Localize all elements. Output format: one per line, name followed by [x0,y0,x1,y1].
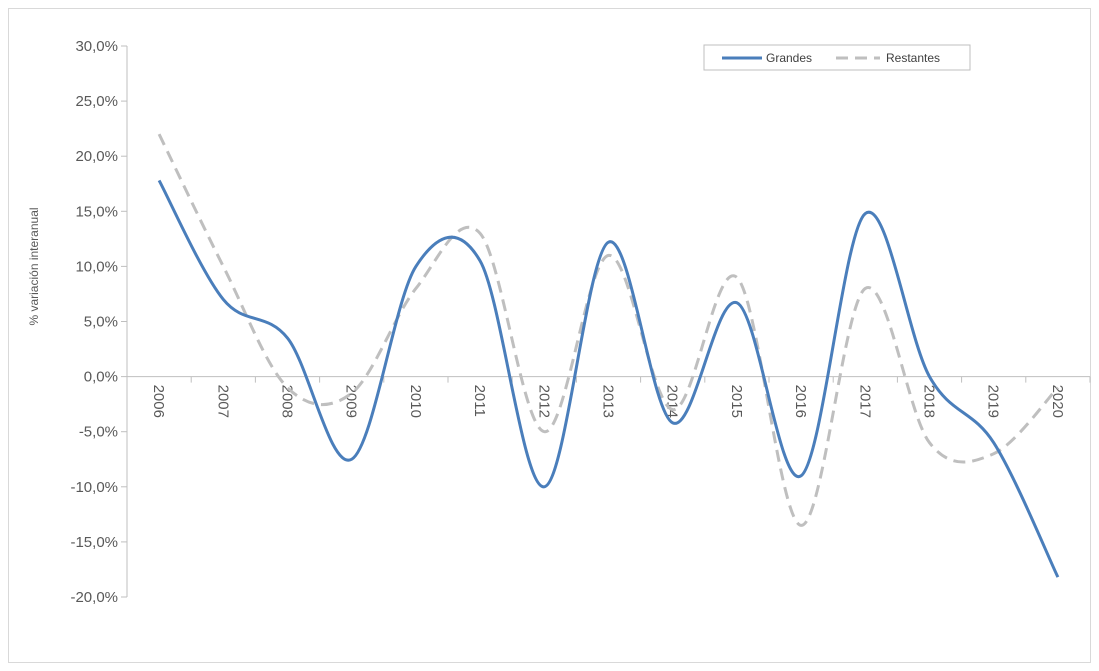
y-axis: 30,0% 25,0% 20,0% 15,0% 10,0% 5,0% 0,0% -5,0% -1… [70,38,128,606]
legend-label-grandes: Grandes [766,51,812,65]
x-tick-label: 2020 [1049,385,1066,418]
x-tick-label: 2008 [279,385,296,418]
x-tick-label: 2014 [664,385,681,418]
y-tick-label: -10,0% [70,479,118,496]
y-tick-label: 20,0% [75,148,118,165]
x-tick-label: 2016 [792,385,809,418]
x-tick-label: 2017 [856,385,873,418]
y-tick-label: -15,0% [70,534,118,551]
legend-label-restantes: Restantes [886,51,940,65]
series-layer [157,133,1060,578]
x-tick-label: 2015 [728,385,745,418]
legend: Grandes Restantes [703,44,971,71]
x-axis: 2006 2007 2008 2009 2010 2011 2012 2013 2014 2015… [126,376,1091,418]
y-tick-label: 5,0% [84,314,118,331]
y-axis-label: % variación interanual [27,207,41,325]
y-tick-label: -5,0% [79,424,118,441]
x-tick-label: 2013 [600,385,617,418]
x-tick-label: 2010 [407,385,424,418]
chart-frame [8,8,1091,663]
x-tick-label: 2007 [214,385,231,418]
y-tick-label: -20,0% [70,589,118,606]
y-tick-label: 10,0% [75,258,118,275]
x-tick-label: 2019 [985,385,1002,418]
y-tick-label: 25,0% [75,93,118,110]
x-tick-label: 2006 [150,385,167,418]
y-tick-label: 0,0% [84,369,118,386]
x-tick-label: 2011 [471,385,488,417]
y-tick-label: 30,0% [75,38,118,55]
y-tick-label: 15,0% [75,203,118,220]
x-tick-label: 2018 [921,385,938,418]
series-line-restantes [157,133,1059,527]
x-tick-label: 2009 [343,385,360,418]
x-tick-label: 2012 [535,385,552,418]
series-line-grandes [157,179,1060,578]
